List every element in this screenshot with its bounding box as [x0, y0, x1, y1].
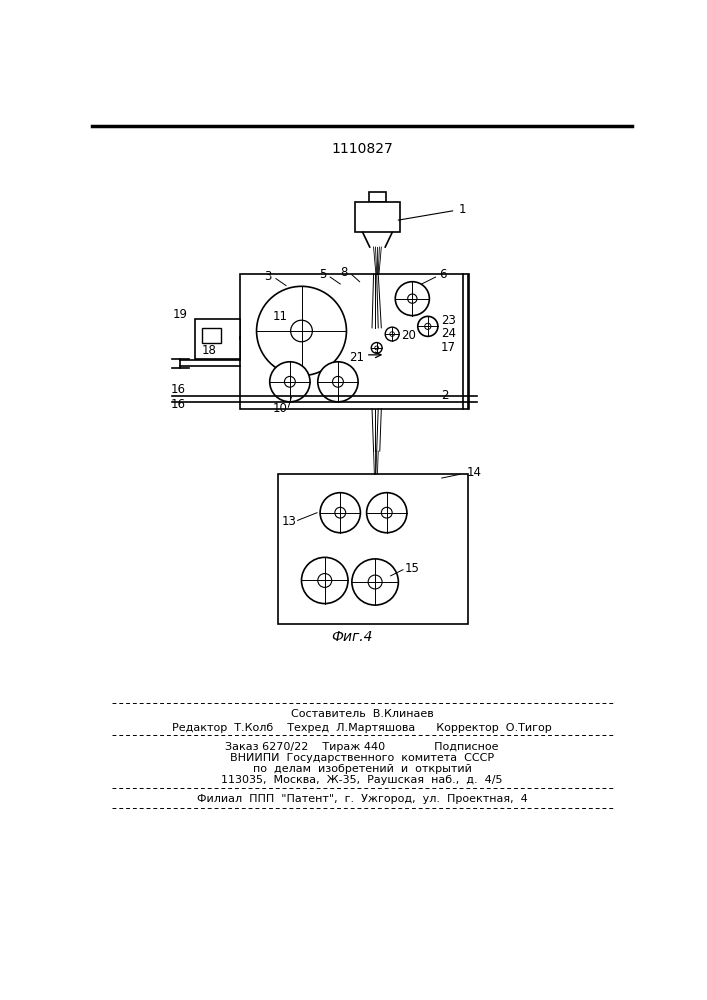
Text: 23: 23 [441, 314, 456, 327]
Text: 11: 11 [273, 310, 288, 323]
Circle shape [257, 286, 346, 376]
Circle shape [317, 574, 332, 587]
Text: 1: 1 [459, 203, 467, 216]
Text: 6: 6 [440, 268, 447, 281]
Circle shape [284, 376, 296, 387]
Text: 113035,  Москва,  Ж-35,  Раушская  наб.,  д.  4/5: 113035, Москва, Ж-35, Раушская наб., д. … [221, 775, 503, 785]
Text: 20: 20 [402, 329, 416, 342]
Text: 1110827: 1110827 [331, 142, 393, 156]
Circle shape [425, 323, 431, 329]
Text: 24: 24 [441, 327, 456, 340]
Circle shape [368, 575, 382, 589]
Bar [201, 328, 221, 343]
Bar [355, 202, 400, 232]
Circle shape [317, 362, 358, 402]
Text: 3: 3 [264, 270, 271, 283]
Circle shape [418, 316, 438, 336]
Circle shape [408, 294, 417, 303]
Text: Фиг.4: Фиг.4 [331, 630, 373, 644]
Bar [279, 474, 468, 624]
Text: Составитель  В.Клинаев: Составитель В.Клинаев [291, 709, 433, 719]
Text: 21: 21 [349, 351, 364, 364]
Bar [369, 192, 386, 202]
Text: 13: 13 [281, 515, 296, 528]
Bar [195, 319, 240, 359]
Text: Филиал  ППП  "Патент",  г.  Ужгород,  ул.  Проектная,  4: Филиал ППП "Патент", г. Ужгород, ул. Про… [197, 794, 527, 804]
Text: 17: 17 [441, 341, 456, 354]
Circle shape [301, 557, 348, 604]
Text: Редактор  Т.Колб    Техред  Л.Мартяшова      Корректор  О.Тигор: Редактор Т.Колб Техред Л.Мартяшова Корре… [172, 723, 552, 733]
Circle shape [371, 343, 382, 353]
Text: по  делам  изобретений  и  открытий: по делам изобретений и открытий [252, 764, 472, 774]
Circle shape [395, 282, 429, 316]
Circle shape [385, 327, 399, 341]
Circle shape [332, 376, 344, 387]
Circle shape [270, 362, 310, 402]
Text: 10: 10 [273, 402, 288, 415]
Text: ВНИИПИ  Государственного  комитета  СССР: ВНИИПИ Государственного комитета СССР [230, 753, 494, 763]
Circle shape [390, 332, 395, 336]
Text: 19: 19 [173, 308, 187, 321]
Circle shape [291, 320, 312, 342]
Text: 15: 15 [404, 562, 419, 575]
Text: 5: 5 [319, 268, 327, 281]
Circle shape [335, 507, 346, 518]
Circle shape [352, 559, 398, 605]
Text: 2: 2 [441, 389, 448, 402]
Text: 16: 16 [171, 383, 186, 396]
Text: Заказ 6270/22    Тираж 440              Подписное: Заказ 6270/22 Тираж 440 Подписное [226, 742, 498, 752]
Circle shape [367, 493, 407, 533]
Text: 14: 14 [467, 466, 481, 479]
Circle shape [320, 493, 361, 533]
Text: 8: 8 [341, 266, 348, 279]
Text: 18: 18 [201, 344, 216, 358]
Bar [240, 274, 468, 409]
Circle shape [375, 346, 379, 350]
Text: 16: 16 [171, 398, 186, 411]
Circle shape [381, 507, 392, 518]
